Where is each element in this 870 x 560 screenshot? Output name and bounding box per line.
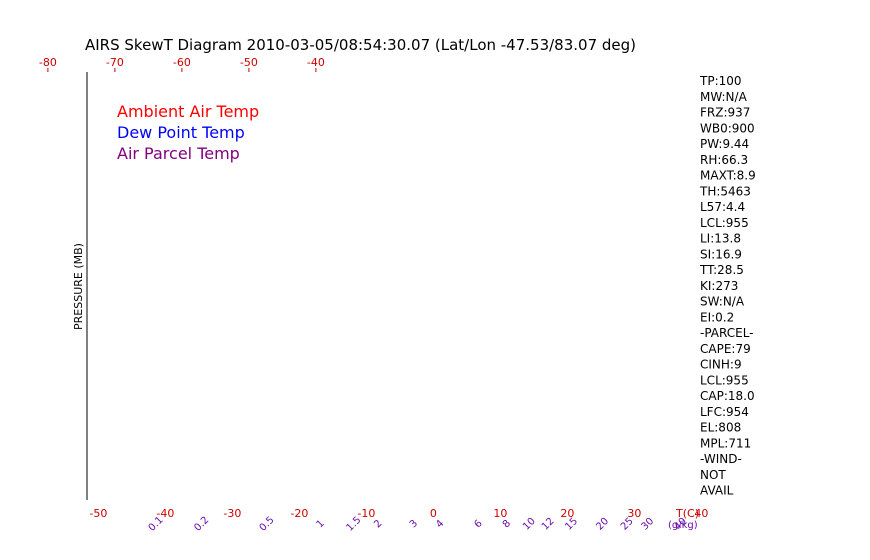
bottom-tick-label: -50 — [89, 507, 107, 520]
y-axis-label: PRESSURE (MB) — [72, 243, 85, 330]
top-tick-label: -40 — [307, 56, 325, 69]
stat-line: L57:4.4 — [700, 200, 745, 214]
stat-line: LI:13.8 — [700, 232, 741, 246]
stat-line: LCL:955 — [700, 373, 749, 387]
stat-line: CAP:18.0 — [700, 389, 755, 403]
bottom-tick-label: 10 — [493, 507, 507, 520]
stat-line: MPL:711 — [700, 436, 751, 450]
legend: Ambient Air Temp Dew Point Temp Air Parcel… — [117, 102, 259, 163]
bottom-tick-label: -20 — [290, 507, 308, 520]
mixing-ratio-unit: (g/kg) — [668, 520, 698, 531]
top-tick-label: -70 — [106, 56, 124, 69]
stat-line: EI:0.2 — [700, 310, 734, 324]
stat-line: SW:N/A — [700, 295, 745, 309]
stat-line: KI:273 — [700, 279, 738, 293]
stat-line: -WIND- — [700, 452, 742, 466]
stat-line: MW:N/A — [700, 90, 748, 104]
chart-title: AIRS SkewT Diagram 2010-03-05/08:54:30.0… — [85, 36, 636, 54]
bottom-tick-label: 20 — [560, 507, 574, 520]
top-tick-label: -60 — [173, 56, 191, 69]
stat-line: SI:16.9 — [700, 247, 742, 261]
bottom-axis-unit: T(C) — [675, 507, 699, 520]
stat-line: -PARCEL- — [700, 326, 754, 340]
stat-line: WB0:900 — [700, 121, 755, 135]
stat-line: NOT — [700, 468, 726, 482]
bottom-tick-label: 40 — [694, 507, 708, 520]
stat-line: CAPE:79 — [700, 342, 751, 356]
stat-line: CINH:9 — [700, 358, 742, 372]
legend-entry: Dew Point Temp — [117, 123, 245, 142]
top-tick-label: -80 — [39, 56, 57, 69]
stat-line: TT:28.5 — [699, 263, 744, 277]
stat-line: FRZ:937 — [700, 106, 750, 120]
bottom-temperature-axis: -50 -40 -30 -20 -10 0 10 20 30 40 — [89, 507, 708, 520]
stat-line: RH:66.3 — [700, 153, 748, 167]
bottom-tick-label: 30 — [627, 507, 641, 520]
bottom-tick-label: -40 — [156, 507, 174, 520]
legend-entry: Ambient Air Temp — [117, 102, 259, 121]
legend-entry: Air Parcel Temp — [117, 144, 240, 163]
stat-line: EL:808 — [700, 421, 741, 435]
stat-line: TH:5463 — [699, 184, 751, 198]
stat-line: PW:9.44 — [700, 137, 749, 151]
stat-line: LFC:954 — [700, 405, 749, 419]
top-temperature-axis: -120-110-100-90-80-70-60-50-40 — [39, 56, 325, 72]
top-tick-label: -50 — [240, 56, 258, 69]
stat-line: LCL:955 — [700, 216, 749, 230]
bottom-tick-label: -30 — [223, 507, 241, 520]
bottom-tick-label: -10 — [357, 507, 375, 520]
stat-line: MAXT:8.9 — [700, 169, 756, 183]
stat-line: AVAIL — [700, 484, 734, 498]
bottom-tick-label: 0 — [430, 507, 437, 520]
stat-line: TP:100 — [699, 74, 742, 88]
